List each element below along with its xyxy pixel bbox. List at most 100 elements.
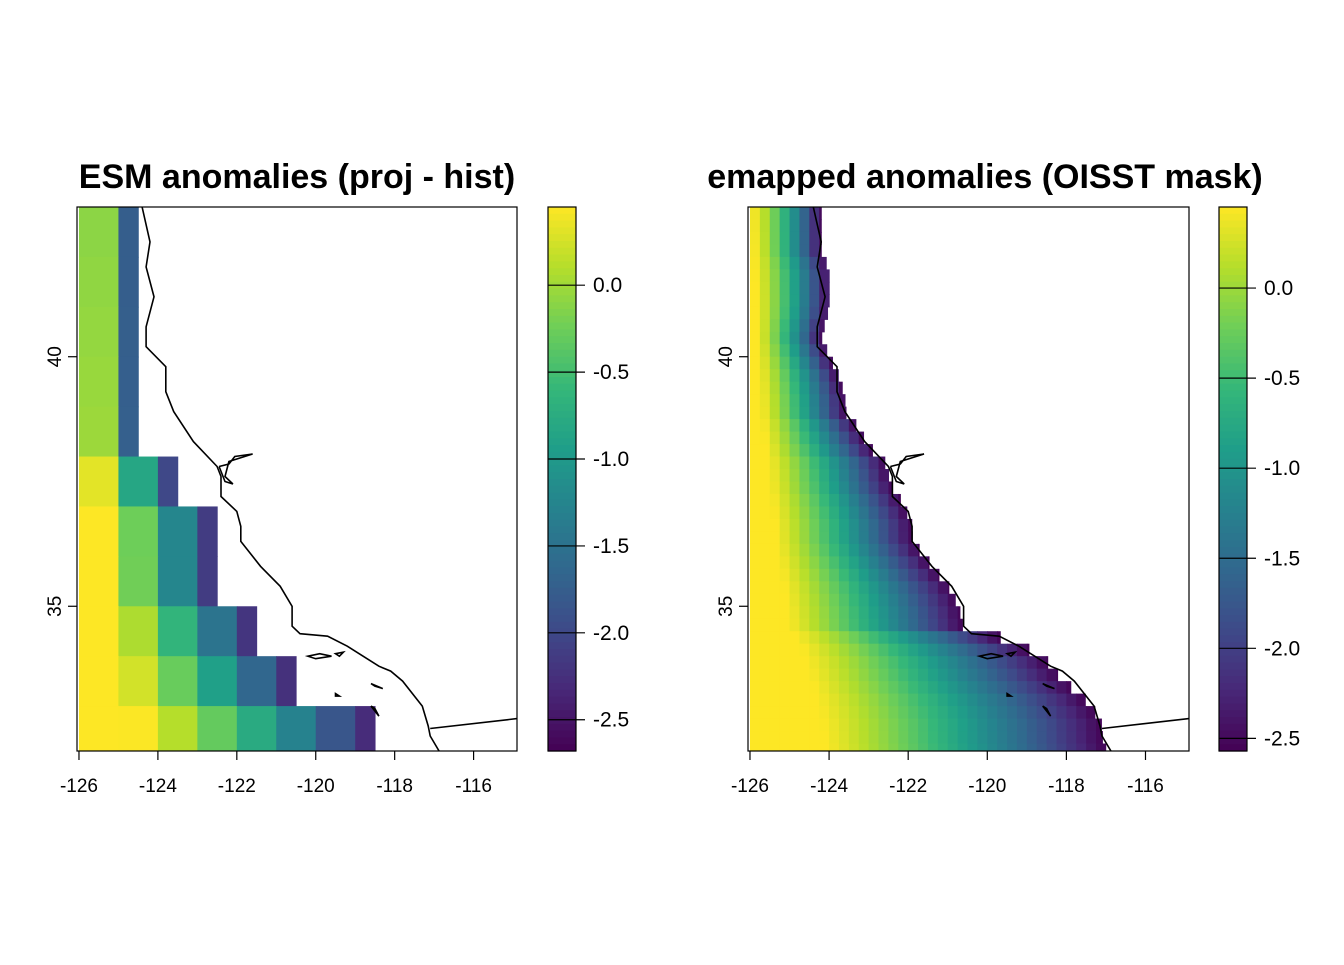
island-outline [334,692,343,697]
colorbar-swatch [1219,540,1247,548]
raster-cell [749,231,761,246]
colorbar-swatch [548,479,576,487]
raster-cell [759,618,771,632]
raster-cell [1076,756,1086,769]
raster-cell [967,643,978,657]
raster-cell [749,431,761,445]
raster-cell [779,681,791,695]
raster-cell [769,718,781,732]
raster-cell [967,668,978,682]
raster-cell [848,431,860,445]
raster-cell [878,631,890,645]
colorbar-swatch [1219,492,1247,500]
raster-cell [1026,656,1038,670]
raster-cell [1026,743,1038,751]
raster-cell [829,381,840,395]
raster-cell [1056,668,1059,682]
raster-cell [197,656,238,707]
raster-cell [947,581,950,595]
raster-cell [898,631,909,645]
raster-cell [759,219,771,233]
raster-cell [779,344,791,358]
raster-cell [888,668,899,682]
raster-cell [779,568,791,582]
raster-cell [799,556,810,570]
raster-cell [779,456,791,470]
raster-cell [967,718,978,732]
colorbar-swatch [1219,445,1247,453]
raster-cell [1086,743,1097,751]
raster-cell [878,581,890,595]
raster-cell [78,456,120,508]
raster-cell [888,718,899,732]
colorbar-swatch [1219,683,1247,691]
raster-cell [908,531,913,545]
raster-cell [918,693,929,707]
raster-cell [878,518,890,533]
raster-cell [888,481,893,495]
raster-cell [749,556,761,570]
raster-cell [908,581,919,595]
raster-cell [809,381,820,395]
raster-cell [118,606,159,657]
raster-cell [1096,731,1103,745]
raster-cell [819,256,827,270]
raster-cell [898,693,909,707]
raster-cell [858,518,870,533]
raster-cell [819,531,830,545]
raster-cell [779,631,791,645]
raster-cell [858,568,870,582]
raster-cell [789,531,801,545]
raster-cell [928,756,938,769]
colorbar-tick-label: -1.5 [593,535,629,558]
colorbar-swatch [1219,710,1247,718]
raster-cell [977,731,988,745]
colorbar-swatch [548,268,576,276]
raster-cell [779,506,791,520]
colorbar-swatch [548,207,576,215]
colorbar-swatch [548,737,576,745]
raster-cell [799,493,810,508]
colorbar-swatch [1219,424,1247,432]
raster-cell [1036,718,1048,732]
raster-cell [779,693,791,707]
raster-cell [799,581,810,595]
raster-cell [789,506,801,520]
raster-cell [868,518,880,533]
raster-cell [1096,743,1107,751]
raster-cell [779,444,791,458]
colorbar-swatch [548,315,576,324]
colorbar-swatch [548,689,576,698]
raster-cell [789,331,801,345]
raster-cell [888,706,899,720]
raster-cell [809,556,820,570]
raster-cell [937,731,949,745]
raster-cell [157,556,198,607]
raster-cell [1086,756,1096,769]
raster-cell [1016,706,1028,720]
raster-cell [769,493,781,508]
raster-cell [819,481,830,495]
raster-cell [759,643,771,657]
raster-cell [769,319,781,333]
raster-cell [809,731,820,745]
raster-cell [799,568,810,582]
raster-cell [819,207,822,221]
raster-cell [157,706,198,751]
colorbar-swatch [548,676,576,684]
colorbar-swatch [548,669,576,677]
raster-cell [888,581,899,595]
raster-cell [898,606,909,620]
raster-cell [1046,743,1058,751]
raster-cell [769,356,781,370]
raster-cell [848,668,860,682]
colorbar-swatch [548,506,576,514]
colorbar-swatch [1219,227,1247,235]
colorbar: 0.0 -0.5 -1.0 -1.5 -2.0 -2.5 [1218,206,1300,752]
colorbar-swatch [548,261,576,269]
raster-cell [809,331,820,345]
raster-cell [799,681,810,695]
raster-cell [848,618,860,632]
raster-cell [838,406,847,420]
x-tick-label: -118 [1048,776,1085,797]
